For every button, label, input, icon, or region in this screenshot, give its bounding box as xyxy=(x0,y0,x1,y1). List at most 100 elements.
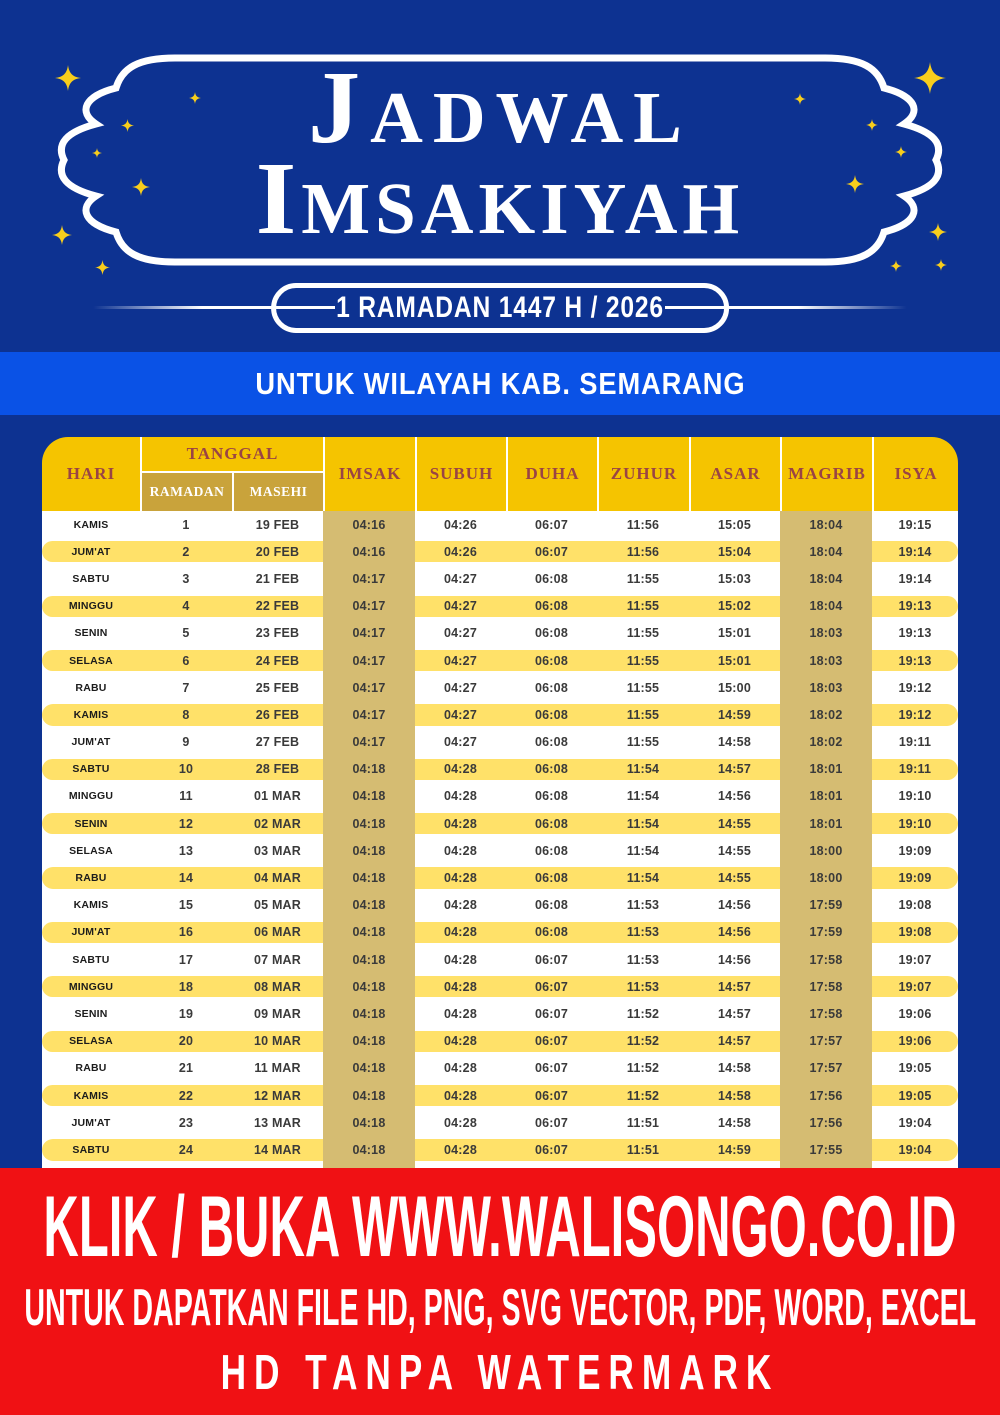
cell-asar: 14:57 xyxy=(718,979,751,994)
sparkle-star-icon xyxy=(189,92,201,104)
cell-duha: 06:07 xyxy=(535,1006,568,1021)
cell-zuhur: 11:54 xyxy=(626,816,660,831)
header-tanggal: TANGGAL xyxy=(140,437,323,473)
cell-asar: 14:57 xyxy=(718,1034,751,1049)
cell-magrib xyxy=(780,1163,872,1168)
cell-asar: 15:05 xyxy=(718,517,751,532)
table-row: MINGGU 4 22 FEB 04:17 04:27 06:08 11:55 … xyxy=(42,592,958,620)
footer-tagline: HD TANPA WATERMARK xyxy=(220,1345,780,1400)
cell-isya: 19:08 xyxy=(898,898,932,913)
cell-asar: 15:03 xyxy=(718,571,751,586)
cell-ramadan: 5 xyxy=(182,626,190,641)
cell-subuh: 04:28 xyxy=(444,952,477,967)
cell-masehi: 07 MAR xyxy=(253,952,302,967)
cell-imsak: 04:18 xyxy=(323,1000,415,1028)
cell-duha: 06:07 xyxy=(535,1115,568,1130)
cell-zuhur: 11:56 xyxy=(626,544,660,559)
cell-hari: JUM'AT xyxy=(71,926,111,939)
cell-ramadan: 10 xyxy=(178,762,194,777)
cell-asar: 14:58 xyxy=(718,1061,751,1076)
cell-magrib: 18:01 xyxy=(780,810,872,838)
cell-ramadan: 12 xyxy=(178,816,194,831)
cell-ramadan: 13 xyxy=(178,843,194,858)
cell-zuhur: 11:52 xyxy=(626,1034,660,1049)
cell-asar: 14:56 xyxy=(718,925,751,940)
footer-description: UNTUK DAPATKAN FILE HD, PNG, SVG VECTOR,… xyxy=(24,1279,976,1338)
cell-zuhur: 11:55 xyxy=(626,680,660,695)
cell-zuhur: 11:55 xyxy=(626,571,660,586)
sparkle-star-icon xyxy=(52,225,72,245)
cell-hari: SABTU xyxy=(72,572,110,585)
cell-hari: SENIN xyxy=(74,627,108,640)
cell-masehi: 10 MAR xyxy=(253,1034,302,1049)
cell-zuhur: 11:52 xyxy=(626,1061,660,1076)
header-duha: DUHA xyxy=(506,437,597,511)
cell-isya: 19:09 xyxy=(898,843,932,858)
cell-ramadan: 19 xyxy=(178,1006,194,1021)
cell-duha: 06:07 xyxy=(535,1088,568,1103)
cell-subuh: 04:28 xyxy=(444,1006,477,1021)
cell-hari: JUM'AT xyxy=(71,1116,111,1129)
cell-duha: 06:08 xyxy=(535,843,568,858)
cell-imsak: 04:17 xyxy=(323,565,415,593)
cell-masehi: 14 MAR xyxy=(253,1142,302,1157)
cell-isya: 19:04 xyxy=(898,1142,932,1157)
cell-ramadan: 7 xyxy=(182,680,190,695)
cell-asar: 14:58 xyxy=(718,1115,751,1130)
cell-hari: SABTU xyxy=(72,953,110,966)
cell-duha: 06:08 xyxy=(535,653,568,668)
cell-asar: 14:59 xyxy=(718,1142,751,1157)
table-row: SABTU 24 14 MAR 04:18 04:28 06:07 11:51 … xyxy=(42,1136,958,1164)
cell-isya: 19:05 xyxy=(898,1061,932,1076)
cell-zuhur: 11:55 xyxy=(626,653,660,668)
cell-isya: 19:05 xyxy=(898,1088,932,1103)
header-asar: ASAR xyxy=(689,437,780,511)
cell-magrib: 18:00 xyxy=(780,864,872,892)
cell-masehi: 01 MAR xyxy=(253,789,302,804)
cell-zuhur: 11:54 xyxy=(626,843,660,858)
cell-duha: 06:08 xyxy=(535,707,568,722)
table-row: SABTU 10 28 FEB 04:18 04:28 06:08 11:54 … xyxy=(42,755,958,783)
cell-isya: 19:10 xyxy=(898,789,932,804)
table-row: KAMIS 1 19 FEB 04:16 04:26 06:07 11:56 1… xyxy=(42,511,958,539)
cell-subuh: 04:27 xyxy=(444,626,477,641)
cell-imsak: 04:16 xyxy=(323,538,415,566)
cell-magrib: 18:04 xyxy=(780,538,872,566)
cell-masehi: 09 MAR xyxy=(253,1006,302,1021)
table-row: SELASA 20 10 MAR 04:18 04:28 06:07 11:52… xyxy=(42,1027,958,1055)
cell-asar: 14:56 xyxy=(718,789,751,804)
cell-zuhur: 11:51 xyxy=(626,1142,660,1157)
cell-duha: 06:08 xyxy=(535,871,568,886)
cell-imsak: 04:18 xyxy=(323,810,415,838)
cell-magrib: 18:03 xyxy=(780,646,872,675)
cell-duha: 06:07 xyxy=(535,1142,568,1157)
cell-subuh: 04:28 xyxy=(444,789,477,804)
table-row: KAMIS 22 12 MAR 04:18 04:28 06:07 11:52 … xyxy=(42,1081,958,1110)
cell-zuhur: 11:55 xyxy=(626,626,660,641)
cell-imsak: 04:17 xyxy=(323,592,415,620)
website-link-text[interactable]: KLIK / BUKA WWW.WALISONGO.CO.ID xyxy=(43,1178,957,1275)
cell-subuh: 04:28 xyxy=(444,898,477,913)
cell-zuhur: 11:55 xyxy=(626,707,660,722)
table-row: KAMIS 15 05 MAR 04:18 04:28 06:08 11:53 … xyxy=(42,891,958,919)
cell-magrib: 18:04 xyxy=(780,565,872,593)
cell-hari: JUM'AT xyxy=(71,545,111,558)
cell-isya: 19:13 xyxy=(898,626,932,641)
cell-isya: 19:07 xyxy=(898,952,932,967)
cell-asar: 15:02 xyxy=(718,599,751,614)
cell-imsak: 04:17 xyxy=(323,728,415,756)
cell-masehi: 20 FEB xyxy=(255,544,300,559)
cell-imsak xyxy=(323,1163,415,1168)
cell-magrib: 17:58 xyxy=(780,973,872,1001)
cell-imsak: 04:17 xyxy=(323,646,415,675)
cell-subuh: 04:27 xyxy=(444,707,477,722)
cell-magrib: 17:58 xyxy=(780,946,872,974)
sparkle-star-icon xyxy=(55,65,81,91)
hijri-year-badge-label: 1 RAMADAN 1447 H / 2026 xyxy=(336,291,664,324)
cell-masehi: 24 FEB xyxy=(255,653,300,668)
sparkle-star-icon xyxy=(120,118,134,132)
cell-duha: 06:07 xyxy=(535,517,568,532)
cell-subuh: 04:28 xyxy=(444,1034,477,1049)
sparkle-star-icon xyxy=(866,119,878,131)
cell-masehi: 12 MAR xyxy=(253,1088,302,1103)
